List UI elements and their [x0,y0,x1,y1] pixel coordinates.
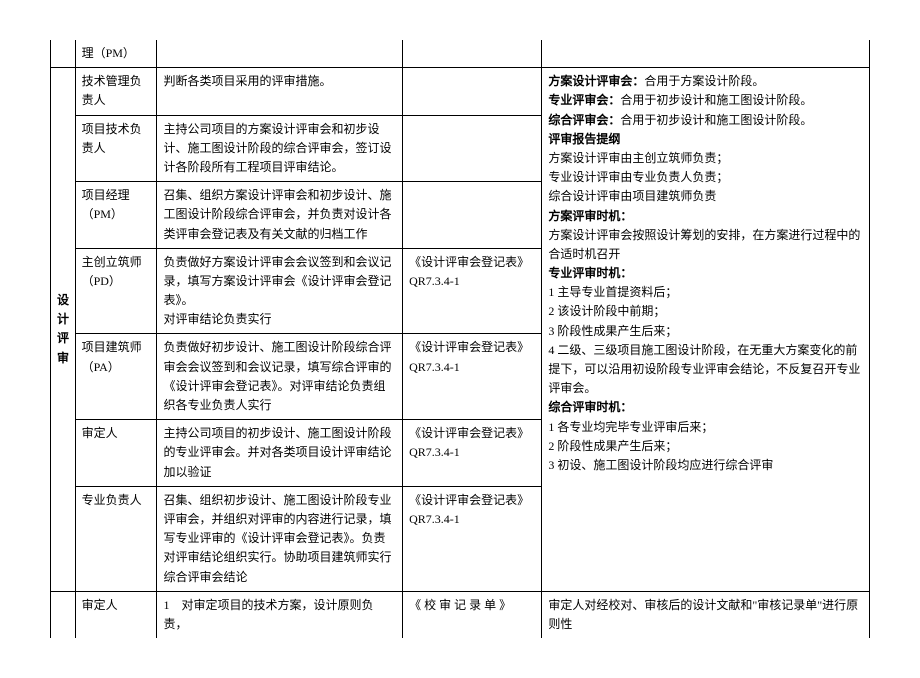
cell-duty: 负责做好方案设计评审会会议签到和会议记录，填写方案设计评审会《设计评审会登记表》… [157,248,403,334]
cell-doc [403,115,542,182]
review-table: 理（PM） 设计评审 技术管理负责人 判断各类项目采用的评审措施。 方案设计评审… [50,40,870,638]
cell-duty: 主持公司项目的方案设计评审会和初步设计、施工图设计阶段的综合评审会，签订设计各阶… [157,115,403,182]
cell-doc: 《设计评审会登记表》QR7.3.4-1 [403,486,542,591]
cell-role: 项目建筑师（PA） [75,334,157,420]
cell-role: 项目技术负责人 [75,115,157,182]
stub-row: 理（PM） [51,40,870,68]
cell-role: 审定人 [75,420,157,487]
cell-duty: 召集、组织初步设计、施工图设计阶段专业评审会，并组织对评审的内容进行记录，填写专… [157,486,403,591]
cell-doc: 《设计评审会登记表》QR7.3.4-1 [403,334,542,420]
category-cell: 设计评审 [51,68,76,592]
table-row: 设计评审 技术管理负责人 判断各类项目采用的评审措施。 方案设计评审会：合用于方… [51,68,870,115]
bottom-row: 审定人 1 对审定项目的技术方案，设计原则负责， 《 校 审 记 录 单 》 审… [51,591,870,638]
cell-duty: 负责做好初步设计、施工图设计阶段综合评审会会议签到和会议记录，填写综合评审的《设… [157,334,403,420]
cell-doc [403,68,542,115]
cell-duty: 主持公司项目的初步设计、施工图设计阶段的专业评审会。并对各类项目设计评审结论加以… [157,420,403,487]
cell-doc: 《 校 审 记 录 单 》 [403,591,542,638]
cell-duty: 判断各类项目采用的评审措施。 [157,68,403,115]
cell-role: 审定人 [75,591,157,638]
cell-doc [403,182,542,249]
cell-role: 技术管理负责人 [75,68,157,115]
cell-role: 主创立筑师（PD） [75,248,157,334]
cell-doc: 《设计评审会登记表》QR7.3.4-1 [403,420,542,487]
cell-role: 专业负责人 [75,486,157,591]
notes-cell: 方案设计评审会：合用于方案设计阶段。 专业评审会：合用于初步设计和施工图设计阶段… [542,68,870,592]
cell-note: 审定人对经校对、审核后的设计文献和"审核记录单"进行原则性 [542,591,870,638]
cell-role: 项目经理（PM） [75,182,157,249]
cell-role: 理（PM） [75,40,157,68]
cell-duty: 召集、组织方案设计评审会和初步设计、施工图设计阶段综合评审会，并负责对设计各类评… [157,182,403,249]
cell-doc: 《设计评审会登记表》QR7.3.4-1 [403,248,542,334]
cell-duty: 1 对审定项目的技术方案，设计原则负责， [157,591,403,638]
